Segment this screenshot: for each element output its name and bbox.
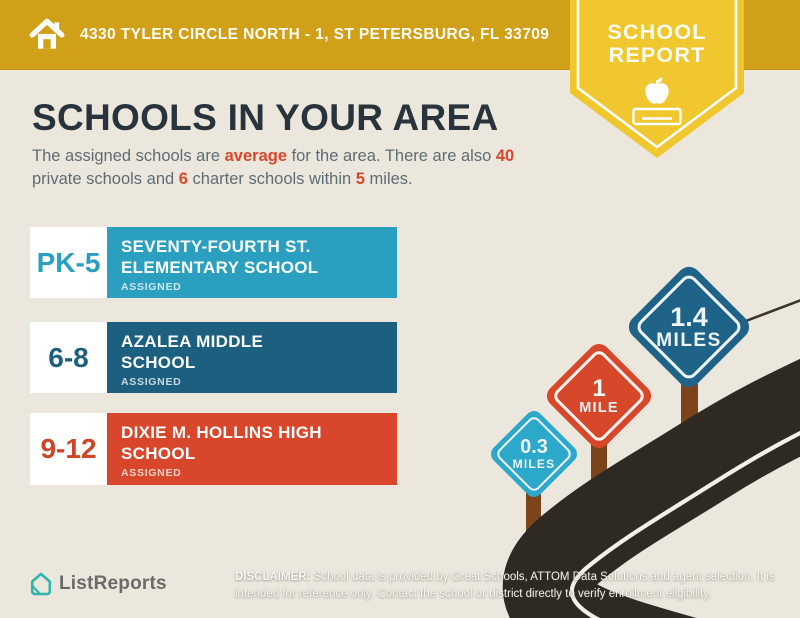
intro-segment: charter schools within: [187, 170, 356, 189]
school-panel: DIXIE M. HOLLINS HIGH SCHOOL ASSIGNED: [107, 413, 397, 485]
school-panel: AZALEA MIDDLE SCHOOL ASSIGNED: [107, 322, 397, 393]
distance-value: 1: [592, 374, 606, 402]
distance-sign-label: 1.4 MILES: [643, 281, 735, 373]
school-card-high: 9-12 DIXIE M. HOLLINS HIGH SCHOOL ASSIGN…: [30, 413, 397, 485]
school-report-badge: SCHOOL REPORT: [570, 0, 744, 162]
sign-post: [681, 383, 698, 465]
property-address: 4330 TYLER CIRCLE NORTH - 1, ST PETERSBU…: [80, 25, 550, 43]
sign-post: [526, 488, 541, 558]
home-icon: [29, 18, 65, 49]
school-card-middle: 6-8 AZALEA MIDDLE SCHOOL ASSIGNED: [30, 322, 397, 393]
listreports-house-icon: [30, 572, 52, 596]
intro-segment: private schools and: [32, 170, 179, 189]
intro-segment: miles.: [364, 170, 413, 189]
intro-highlight: average: [224, 147, 288, 165]
brand-name: ListReports: [59, 573, 167, 594]
intro-highlight: 6: [178, 170, 188, 189]
badge-title-line2: REPORT: [608, 43, 706, 67]
grade-range-label: 6-8: [30, 322, 107, 393]
brand-logo: ListReports: [29, 571, 167, 597]
school-name: SEVENTY-FOURTH ST. ELEMENTARY SCHOOL: [121, 237, 319, 277]
intro-highlight: 40: [495, 147, 515, 165]
distance-unit: MILES: [656, 330, 722, 352]
books-icon: [632, 107, 682, 126]
assigned-badge: ASSIGNED: [121, 376, 182, 389]
grade-range-label: PK-5: [30, 227, 107, 298]
intro-segment: The assigned schools are: [32, 147, 225, 165]
school-name: DIXIE M. HOLLINS HIGH SCHOOL: [121, 423, 322, 463]
school-name: AZALEA MIDDLE SCHOOL: [121, 332, 264, 372]
assigned-badge: ASSIGNED: [121, 281, 182, 294]
grade-range-label: 9-12: [30, 413, 107, 485]
disclaimer-label: DISCLAIMER:: [235, 571, 311, 583]
sign-post: [591, 438, 607, 512]
apple-icon: [645, 77, 669, 104]
distance-value: 0.3: [520, 436, 548, 459]
badge-ribbon-shape: [570, 0, 744, 158]
disclaimer-text: DISCLAIMER: School data is provided by G…: [235, 571, 775, 600]
distance-value: 1.4: [670, 301, 708, 332]
badge-title-line1: SCHOOL: [607, 20, 707, 44]
school-panel: SEVENTY-FOURTH ST. ELEMENTARY SCHOOL ASS…: [107, 227, 397, 298]
distance-sign-14-miles: 1.4 MILES: [623, 261, 755, 393]
distance-sign-label: 1 MILE: [559, 356, 639, 436]
distance-sign-1-mile: 1 MILE: [542, 339, 656, 453]
school-card-elementary: PK-5 SEVENTY-FOURTH ST. ELEMENTARY SCHOO…: [30, 227, 397, 298]
badge-title: SCHOOL REPORT: [570, 21, 744, 67]
intro-highlight: 5: [355, 170, 365, 189]
assigned-badge: ASSIGNED: [121, 467, 182, 480]
distance-sign-label: 0.3 MILES: [501, 421, 567, 487]
intro-segment: for the area. There are also: [287, 147, 496, 165]
page-title: SCHOOLS IN YOUR AREA: [32, 97, 499, 138]
distance-unit: MILE: [579, 399, 619, 416]
intro-text: The assigned schools are average for the…: [32, 145, 592, 192]
distance-unit: MILES: [512, 457, 556, 472]
